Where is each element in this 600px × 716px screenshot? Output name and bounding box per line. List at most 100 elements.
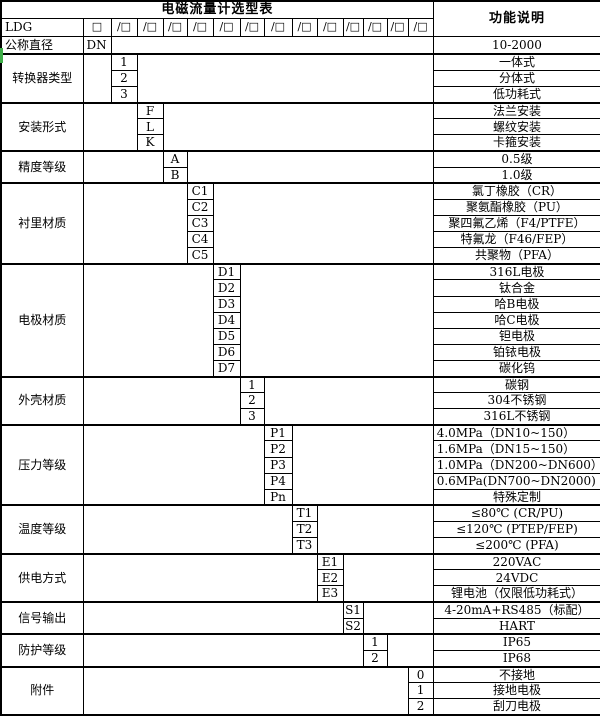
group-label-cell: 供电方式 [0,552,84,603]
option-row: 防护等级 1 IP65 [0,633,600,668]
code-cell: D1 [212,262,241,281]
group-label-cell: 信号输出 [0,601,84,635]
code-cell: C5 [186,247,214,265]
desc-cell: 220VAC [432,552,600,571]
model-slot-cell: /□ [291,17,318,37]
model-slot-cell: /□ [342,17,364,37]
filler-cell [110,35,434,55]
option-row: 2 分体式 [1,69,600,88]
filler-cell [82,601,344,635]
model-slot-cell: /□ [316,17,344,37]
group-label-cell: 转换器类型 [0,53,84,104]
group-label-cell: 安装形式 [0,101,84,152]
model-code-row: LDG □ /□/□/□/□/□/□/□/□/□/□/□/□/□ [0,17,600,37]
desc-cell: 钛合金 [432,279,600,297]
option-row: T3 ≤200℃ (PFA) [1,537,600,555]
filler-cell [263,375,434,426]
desc-cell: 24VDC [432,569,600,587]
desc-cell: ≤200℃ (PFA) [432,537,600,555]
code-cell: P3 [263,456,293,474]
filler-cell [82,504,293,555]
code-cell: 2 [110,69,138,88]
code-cell: D5 [212,327,241,345]
code-cell: P4 [263,472,293,490]
desc-cell: 哈C电极 [432,311,600,329]
option-row: 温度等级 T1 ≤80℃ (CR/PU) [0,504,600,555]
filler-cell [316,504,434,555]
option-row: D5 钽电极 [1,327,600,345]
option-row: L 螺纹安装 [1,118,600,136]
code-cell: 2 [362,649,388,668]
desc-cell: 0.6MPa(DN700~DN2000) [432,472,600,490]
desc-cell: 4-20mA+RS485（标配） [432,601,600,619]
option-row: 电极材质 D1 316L电极 [0,262,600,378]
option-row: D4 哈C电极 [1,311,600,329]
model-slot-cell: /□ [362,17,388,37]
diameter-code-cell: DN [82,35,112,55]
code-cell: C2 [186,198,214,216]
group-label-cell: 附件 [0,665,84,716]
model-slot-cell: /□ [136,17,164,37]
option-row: 安装形式 F 法兰安装 [0,101,600,152]
desc-cell: IP68 [432,649,600,668]
code-cell: 1 [110,53,138,71]
desc-cell: 卡箍安装 [432,134,600,152]
desc-cell: 低功耗式 [432,86,600,104]
option-row: D7 碳化钨 [1,359,600,378]
group-label-cell: 压力等级 [0,423,84,506]
desc-cell: 特氟龙（F46/FEP） [432,231,600,249]
desc-cell: 316L不锈钢 [432,408,600,426]
filler-cell [291,423,434,506]
option-row: T2 ≤120℃ (PTEP/FEP) [1,521,600,539]
code-cell: E3 [316,585,344,603]
option-row: C5 共聚物（PFA） [1,247,600,265]
code-cell: C1 [186,182,214,200]
group-label-cell: 电极材质 [0,262,84,378]
code-cell: 2 [239,392,265,410]
code-cell: S1 [342,601,364,619]
groups-body: 转换器类型 1 一体式 2 分体式 3 低功耗式 安装形式 F 法兰安装 L 螺纹安装 K 卡箍安装 精度等… [0,53,600,716]
option-row: 外壳材质 1 碳钢 [0,375,600,426]
filler-cell [82,262,214,378]
option-row: B 1.0级 [1,166,600,184]
code-cell: 2 [407,698,434,716]
group-label-cell: 精度等级 [0,150,84,184]
desc-cell: 法兰安装 [432,101,600,120]
code-cell: C3 [186,214,214,233]
code-cell: D2 [212,279,241,297]
code-cell: D3 [212,295,241,313]
code-cell: Pn [263,488,293,506]
filler-cell [82,633,364,668]
model-slot-cell: /□ [386,17,409,37]
code-cell: B [162,166,188,184]
code-cell: F [136,101,164,120]
function-column-header: 功能说明 [432,0,600,37]
filler-cell [82,182,188,265]
filler-cell [239,262,434,378]
filler-cell [82,375,241,426]
code-cell: C4 [186,231,214,249]
model-slot-cell: /□ [263,17,293,37]
code-cell: T3 [291,537,318,555]
option-row: C3 聚四氟乙烯（F4/PTFE） [1,214,600,233]
code-cell: 1 [239,375,265,394]
option-row: D3 哈B电极 [1,295,600,313]
desc-cell: 聚四氟乙烯（F4/PTFE） [432,214,600,233]
option-row: D6 铂铱电极 [1,343,600,361]
filler-cell [82,101,138,152]
filler-cell [186,150,434,184]
desc-cell: 特殊定制 [432,488,600,506]
code-cell: D4 [212,311,241,329]
model-slot-cell: /□ [212,17,241,37]
code-cell: 0 [407,665,434,684]
filler-cell [136,53,434,104]
filler-cell [362,601,434,635]
desc-cell: 4.0MPa（DN10~150） [432,423,600,442]
desc-cell: ≤80℃ (CR/PU) [432,504,600,523]
code-cell: K [136,134,164,152]
option-row: E3 锂电池（仅限低功耗式） [1,585,600,603]
code-cell: E2 [316,569,344,587]
desc-cell: 分体式 [432,69,600,88]
model-prefix-cell: LDG [0,17,84,37]
